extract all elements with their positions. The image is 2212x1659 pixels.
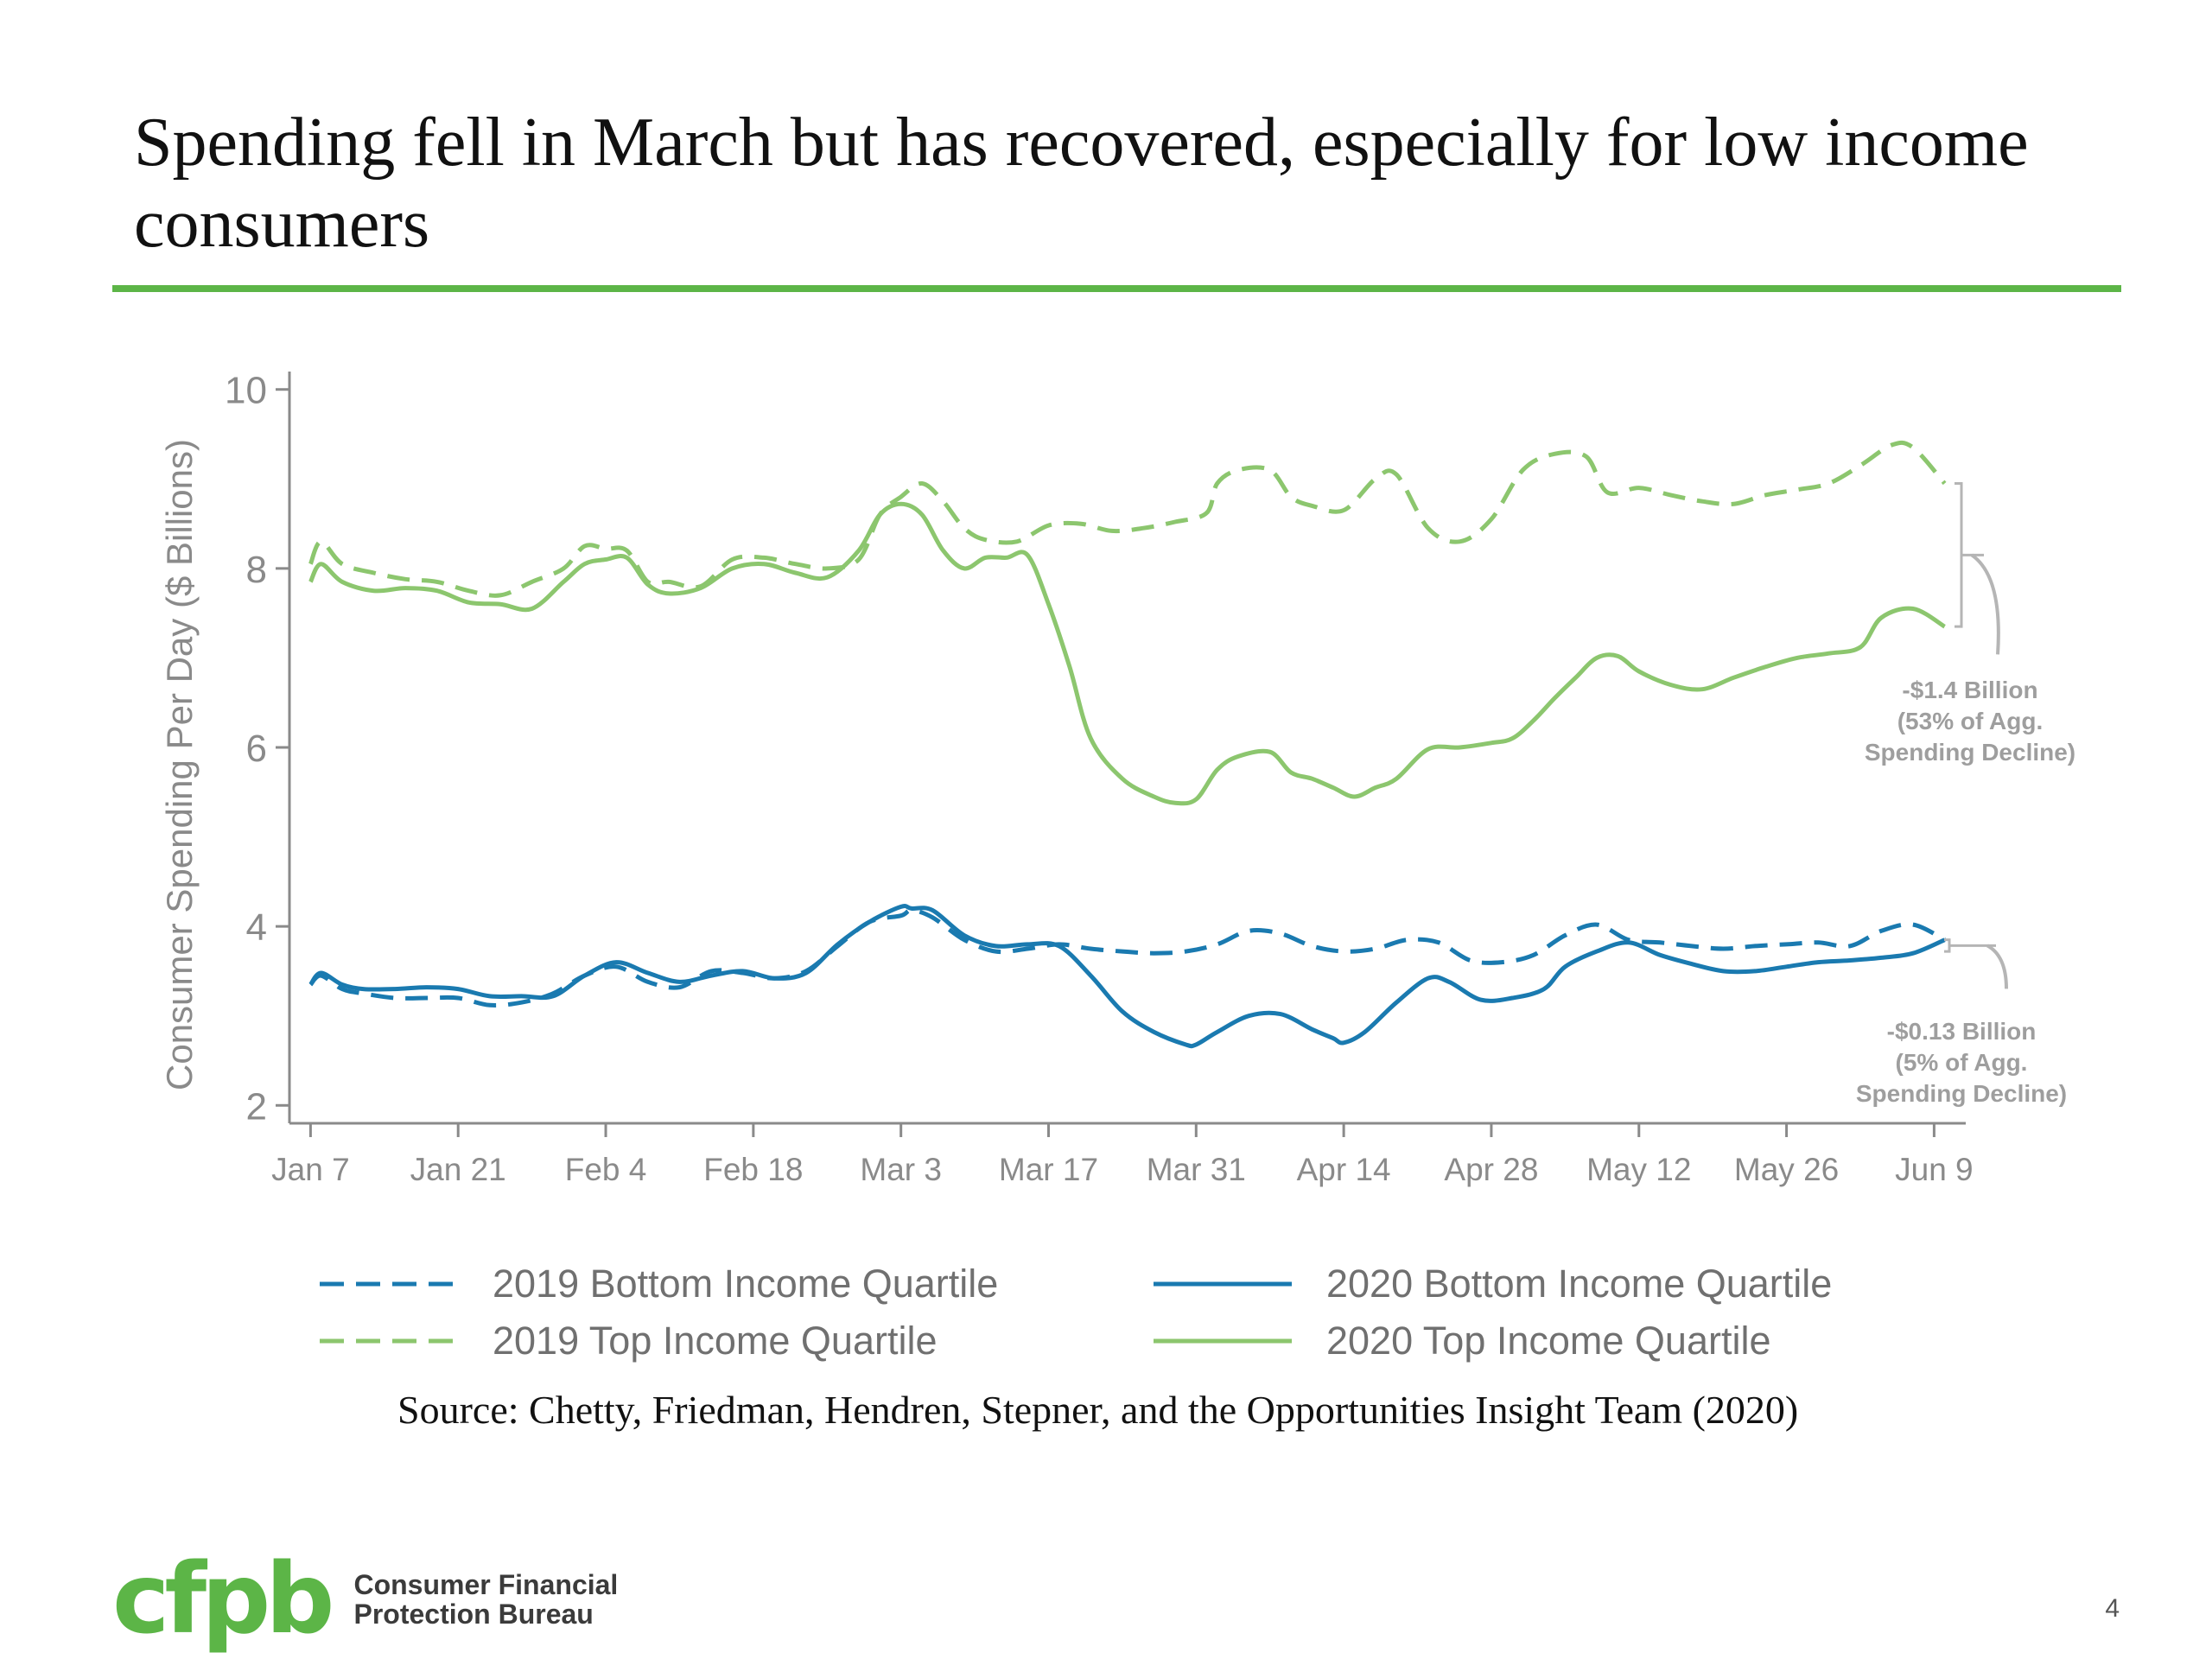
legend-item-2019-top: 2019 Top Income Quartile	[320, 1314, 938, 1368]
legend-swatch-solid-blue	[1154, 1281, 1292, 1287]
cfpb-logo: cfpb Consumer Financial Protection Burea…	[112, 1551, 618, 1648]
bracket	[1955, 481, 1963, 628]
logo-mark: cfpb	[112, 1551, 334, 1648]
logo-text-line2: Protection Bureau	[353, 1599, 594, 1630]
y-tick-label: 4	[246, 906, 267, 949]
annotation-text: Spending Decline)	[1865, 739, 2075, 766]
x-tick-label: Apr 14	[1297, 1152, 1391, 1187]
x-tick-label: Mar 17	[999, 1152, 1098, 1187]
legend-swatch-dashed-green	[320, 1338, 458, 1344]
x-tick-label: May 12	[1586, 1152, 1691, 1187]
legend-swatch-dashed-blue	[320, 1281, 458, 1287]
chart-series	[308, 440, 1947, 1049]
slide-title: Spending fell in March but has recovered…	[134, 105, 2029, 262]
logo-wordmark: Consumer Financial Protection Bureau	[353, 1570, 618, 1629]
chart-axes: 2 4 6 8 10 Consumer Spending Per Day ($ Billi…	[159, 370, 1974, 1187]
x-tick-label: Jun 9	[1895, 1152, 1974, 1187]
y-tick-label: 8	[246, 549, 267, 591]
x-tick-label: Mar 31	[1147, 1152, 1246, 1187]
annotation-text: -$1.4 Billion	[1902, 677, 2037, 703]
x-tick-label: Feb 4	[565, 1152, 647, 1187]
x-tick-label: Jan 7	[271, 1152, 350, 1187]
x-tick-label: Apr 28	[1444, 1152, 1538, 1187]
chart-annotations: -$1.4 Billion (53% of Agg. Spending Declin…	[1856, 481, 2075, 1107]
legend-swatch-solid-green	[1154, 1338, 1292, 1344]
annotation-text: (5% of Agg.	[1896, 1049, 2028, 1076]
x-tick-label: Mar 3	[860, 1152, 942, 1187]
legend-item-2020-bottom: 2020 Bottom Income Quartile	[1154, 1257, 1832, 1311]
callout-curve	[1986, 944, 2008, 989]
legend-item-2019-bottom: 2019 Bottom Income Quartile	[320, 1257, 998, 1311]
series-line-2020-top	[308, 501, 1946, 806]
legend-label: 2020 Top Income Quartile	[1326, 1319, 1771, 1363]
series-line-2019-bottom	[308, 908, 1946, 1007]
source-citation: Source: Chetty, Friedman, Hendren, Stepn…	[397, 1388, 1799, 1432]
x-tick-label: May 26	[1734, 1152, 1839, 1187]
y-tick-label: 2	[246, 1085, 267, 1128]
annotation-text: Spending Decline)	[1856, 1080, 2067, 1107]
y-axis-title: Consumer Spending Per Day ($ Billions)	[159, 439, 200, 1090]
series-line-2020-bottom	[308, 904, 1946, 1049]
y-tick-label: 10	[225, 370, 267, 412]
logo-mark-text: cfpb	[112, 1543, 334, 1656]
legend-label: 2019 Bottom Income Quartile	[493, 1262, 999, 1306]
page-number: 4	[2105, 1594, 2120, 1623]
series-line-2019-top	[308, 440, 1947, 598]
annotation-text: (53% of Agg.	[1897, 708, 2044, 734]
annotation-bottom-gap: -$0.13 Billion (5% of Agg. Spending Declin…	[1856, 938, 2067, 1107]
annotation-top-gap: -$1.4 Billion (53% of Agg. Spending Declin…	[1865, 481, 2075, 766]
legend-label: 2020 Bottom Income Quartile	[1326, 1262, 1833, 1306]
chart-legend: 2019 Bottom Income Quartile 2019 Top Inc…	[320, 1257, 1875, 1378]
x-tick-label: Feb 18	[703, 1152, 803, 1187]
y-tick-label: 6	[246, 728, 267, 770]
legend-item-2020-top: 2020 Top Income Quartile	[1154, 1314, 1771, 1368]
callout-curve	[1970, 553, 2000, 655]
title-divider	[112, 285, 2121, 292]
logo-text-line1: Consumer Financial	[353, 1569, 619, 1600]
legend-label: 2019 Top Income Quartile	[493, 1319, 938, 1363]
x-tick-label: Jan 21	[410, 1152, 506, 1187]
annotation-text: -$0.13 Billion	[1887, 1018, 2037, 1045]
